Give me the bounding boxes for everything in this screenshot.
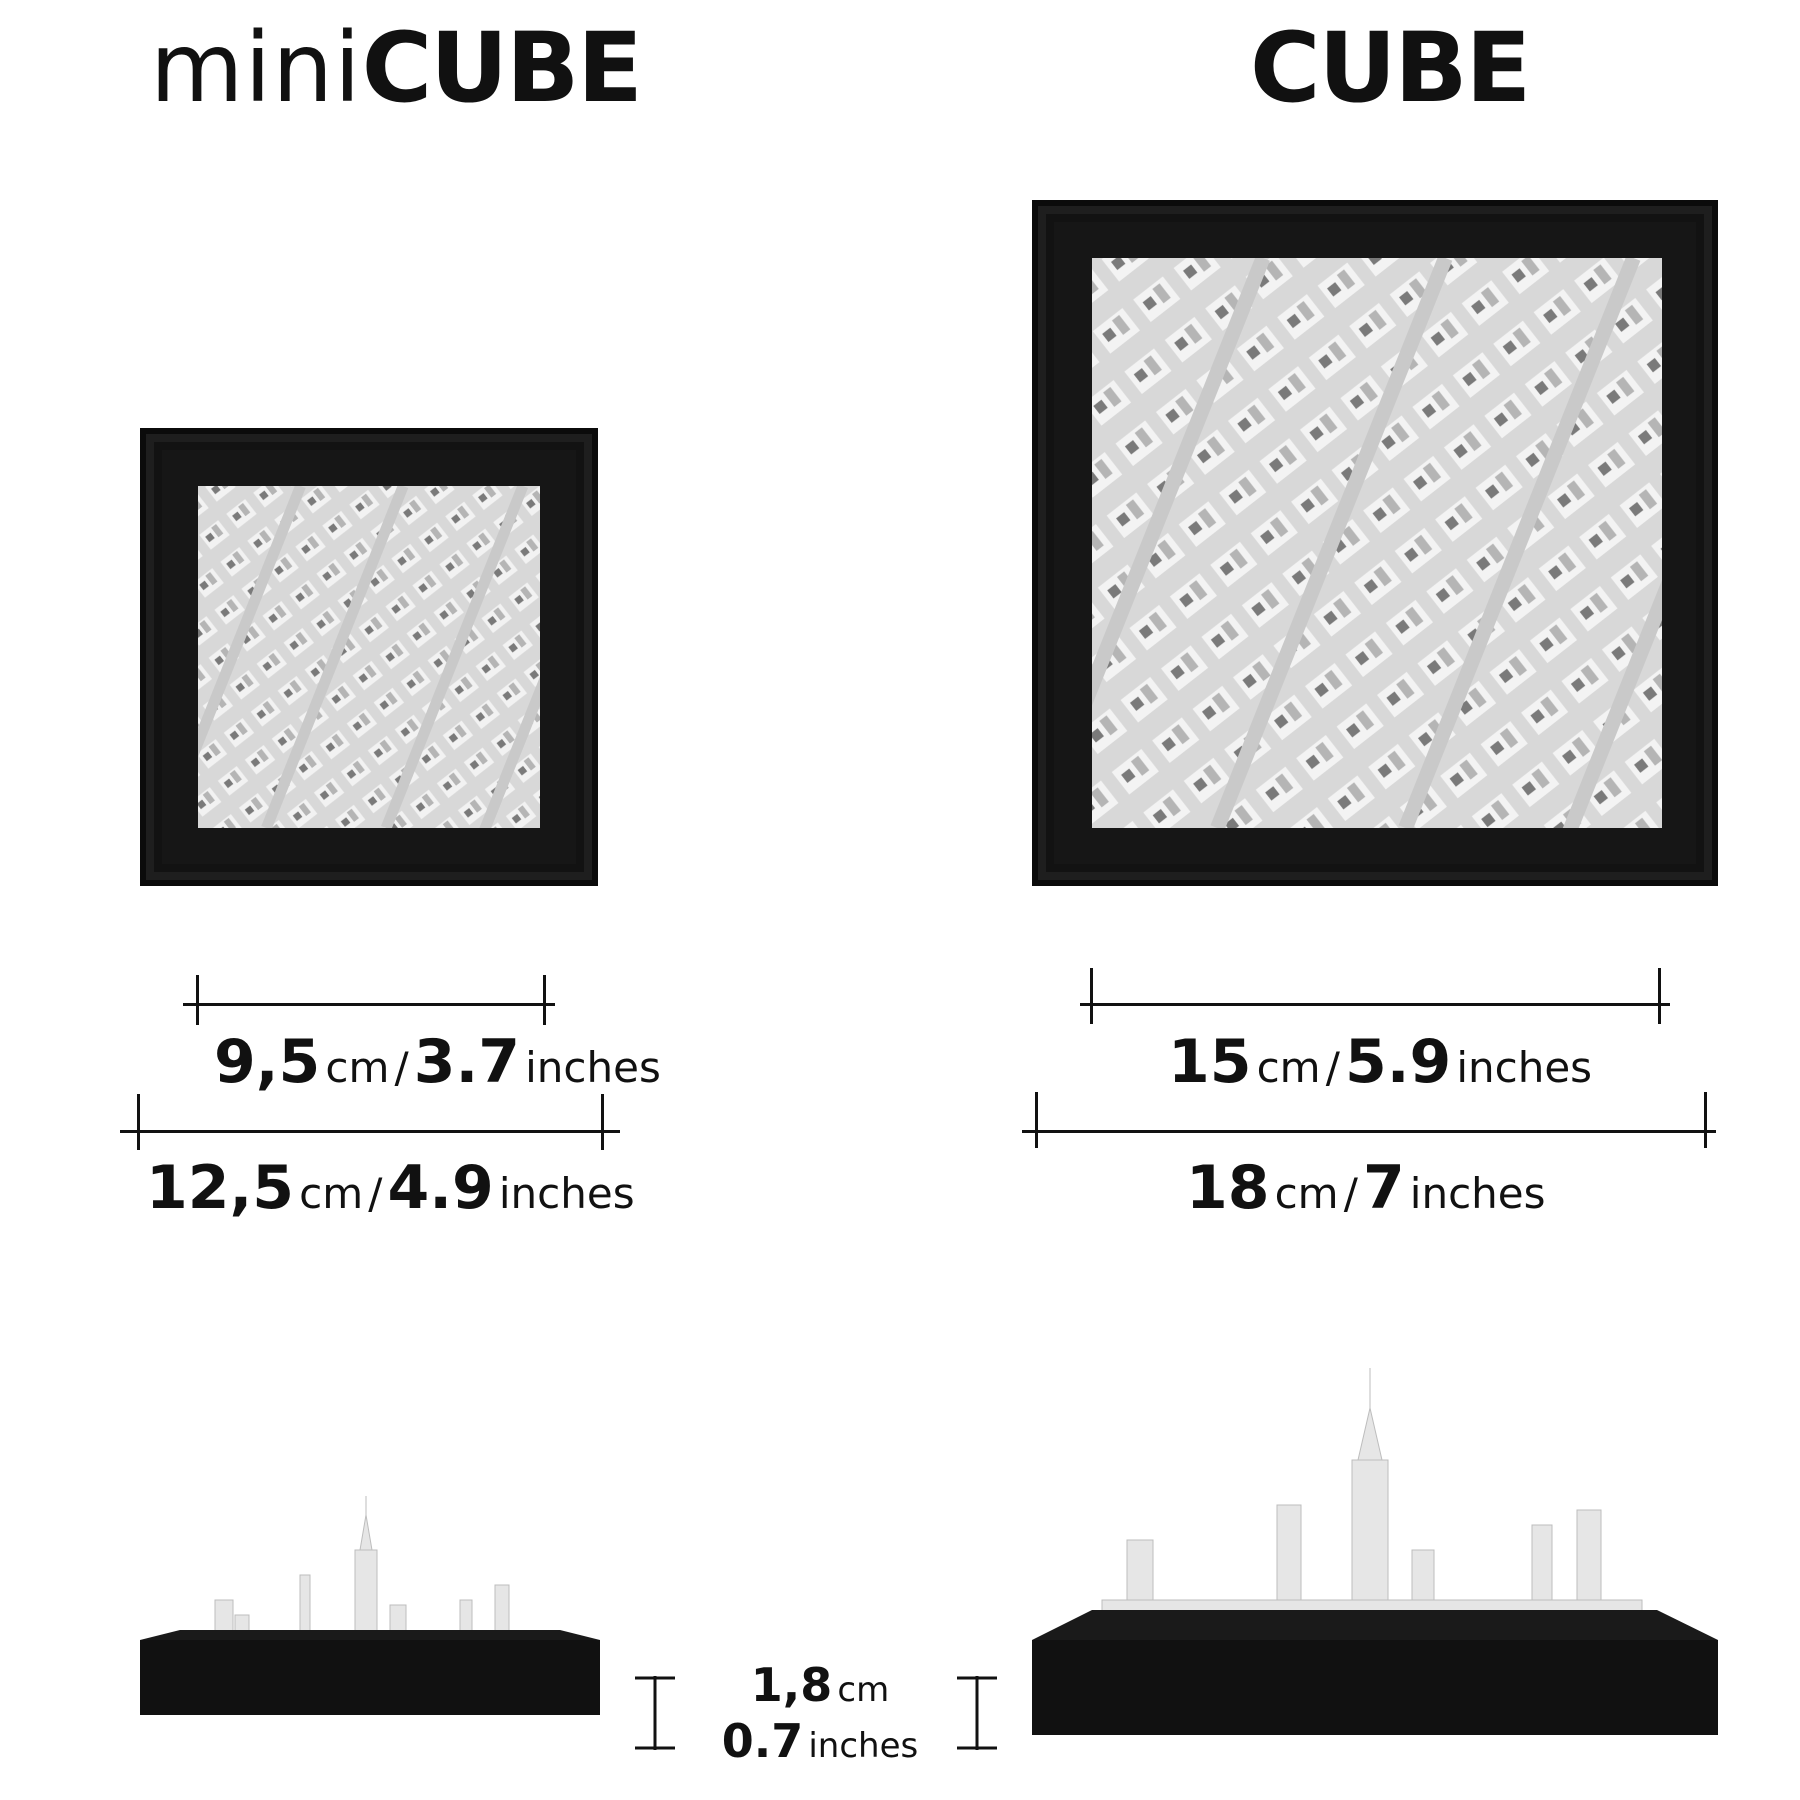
- minicube-inner-in-unit: inches: [525, 1043, 661, 1092]
- height-in-line: 0.7 inches: [700, 1718, 940, 1764]
- minicube-map-graphic: [198, 486, 540, 828]
- height-in-value: 0.7: [721, 1714, 804, 1768]
- height-cm-line: 1,8 cm: [700, 1662, 940, 1708]
- minicube-city-map: [198, 486, 540, 828]
- height-label: 1,8 cm 0.7 inches: [700, 1662, 940, 1764]
- minicube-title-suffix: CUBE: [361, 12, 643, 124]
- cube-inner-in-value: 5.9: [1344, 1027, 1452, 1097]
- height-in-unit: inches: [808, 1726, 919, 1766]
- minicube-side-view: [140, 1496, 600, 1715]
- cube-inner-cm-value: 15: [1168, 1027, 1252, 1097]
- minicube-outer-label: 12,5 cm / 4.9 inches: [146, 1158, 635, 1218]
- minicube-outer-cm-unit: cm: [299, 1169, 364, 1218]
- minicube-outer-in-value: 4.9: [387, 1153, 494, 1223]
- cube-outer-label: 18 cm / 7 inches: [1186, 1158, 1546, 1218]
- cube-title: CUBE: [1250, 12, 1531, 124]
- height-marker-right: [957, 1676, 997, 1750]
- height-cm-value: 1,8: [750, 1658, 833, 1712]
- minicube-inner-cm-unit: cm: [325, 1043, 390, 1092]
- separator: /: [1343, 1169, 1358, 1218]
- cube-inner-in-unit: inches: [1456, 1043, 1593, 1092]
- minicube-outer-in-unit: inches: [498, 1169, 635, 1218]
- minicube-title: miniCUBE: [150, 20, 643, 116]
- minicube-inner-label: 9,5 cm / 3.7 inches: [214, 1032, 661, 1092]
- cube-inner-cm-unit: cm: [1256, 1043, 1321, 1092]
- cube-outer-in-value: 7: [1362, 1153, 1405, 1223]
- minicube-inner-in-value: 3.7: [413, 1027, 521, 1097]
- height-cm-unit: cm: [837, 1670, 890, 1710]
- cube-inner-label: 15 cm / 5.9 inches: [1168, 1032, 1592, 1092]
- cube-city-map: [1092, 258, 1662, 828]
- minicube-frame: [140, 428, 598, 886]
- minicube-inner-cm-value: 9,5: [214, 1027, 321, 1097]
- separator: /: [368, 1169, 383, 1218]
- height-marker-left: [635, 1676, 675, 1750]
- separator: /: [394, 1043, 409, 1092]
- minicube-title-prefix: mini: [150, 12, 362, 124]
- cube-outer-cm-unit: cm: [1274, 1169, 1339, 1218]
- cube-outer-in-unit: inches: [1409, 1169, 1546, 1218]
- cube-frame: [1032, 200, 1718, 886]
- cube-side-view: [1032, 1368, 1718, 1735]
- cube-outer-cm-value: 18: [1186, 1153, 1270, 1223]
- separator: /: [1325, 1043, 1340, 1092]
- cube-map-graphic: [1092, 258, 1662, 828]
- minicube-outer-cm-value: 12,5: [146, 1153, 295, 1223]
